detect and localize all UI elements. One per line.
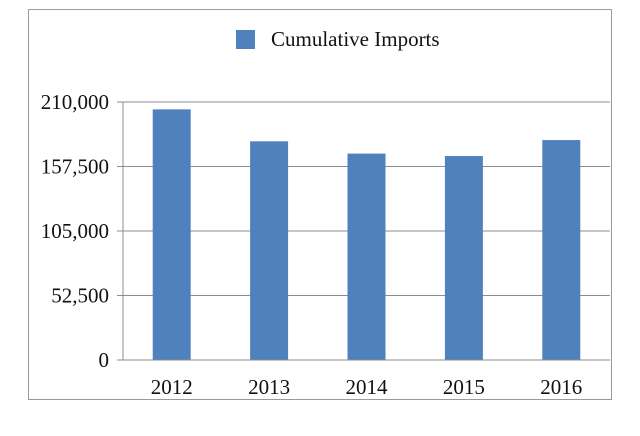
bar-2012 <box>152 109 191 360</box>
y-tick-label: 210,000 <box>41 90 109 114</box>
y-tick-label: 105,000 <box>41 219 109 243</box>
axes <box>117 101 610 361</box>
x-tick-label: 2015 <box>443 375 485 399</box>
chart-frame <box>28 9 612 400</box>
legend-swatch <box>236 30 255 49</box>
legend-label: Cumulative Imports <box>271 27 440 51</box>
x-tick-label: 2012 <box>151 375 193 399</box>
y-tick-label: 52,500 <box>51 284 109 308</box>
bar-2013 <box>250 141 289 360</box>
x-tick-label: 2013 <box>248 375 290 399</box>
y-tick-labels: 0 52,500 105,000 157,500 210,000 <box>41 90 109 372</box>
y-tick-label: 0 <box>99 348 110 372</box>
x-tick-label: 2014 <box>346 375 389 399</box>
bar-2014 <box>347 153 386 360</box>
legend: Cumulative Imports <box>236 27 440 52</box>
y-tick-label: 157,500 <box>41 155 109 179</box>
bars <box>152 109 581 360</box>
x-tick-label: 2016 <box>540 375 582 399</box>
bar-2015 <box>444 156 483 360</box>
bar-2016 <box>542 140 581 360</box>
x-tick-labels: 2012 2013 2014 2015 2016 <box>151 375 583 399</box>
